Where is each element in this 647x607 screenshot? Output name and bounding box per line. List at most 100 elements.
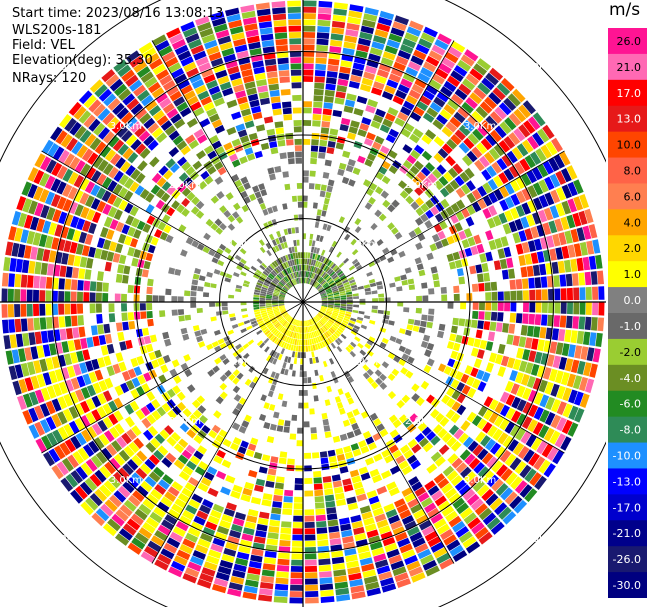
velocity-gate [156, 177, 167, 188]
velocity-gate [326, 507, 337, 515]
velocity-gate [264, 58, 277, 66]
velocity-gate [288, 330, 292, 337]
velocity-gate [316, 284, 322, 290]
velocity-gate [304, 271, 306, 277]
velocity-gate [592, 348, 601, 363]
velocity-gate [279, 308, 286, 311]
colorbar: 26.021.017.013.010.08.06.04.02.01.00.0-1… [608, 28, 647, 598]
velocity-gate [304, 509, 315, 516]
velocity-gate [361, 563, 375, 572]
velocity-gate [528, 452, 540, 467]
velocity-gate [328, 525, 340, 533]
velocity-gate [211, 341, 219, 348]
ring-label: 4.0Km [51, 62, 83, 73]
velocity-gate [273, 291, 280, 295]
velocity-gate [177, 296, 184, 302]
velocity-gate [543, 207, 554, 221]
velocity-gate [327, 179, 335, 187]
velocity-gate [496, 82, 511, 96]
velocity-gate [281, 270, 286, 277]
velocity-gate [328, 246, 334, 253]
velocity-gate [502, 323, 509, 333]
velocity-gate [164, 125, 176, 136]
velocity-gate [248, 41, 261, 50]
velocity-gate [311, 139, 319, 146]
velocity-gate [210, 509, 222, 519]
velocity-gate [60, 226, 70, 239]
velocity-gate [315, 502, 325, 509]
velocity-gate [24, 377, 34, 392]
velocity-gate [483, 272, 491, 282]
velocity-gate [404, 32, 419, 43]
velocity-gate [345, 554, 358, 563]
velocity-gate [334, 320, 341, 326]
azimuth-spoke [151, 301, 304, 564]
velocity-gate [532, 377, 542, 391]
velocity-gate [191, 399, 201, 409]
velocity-gate [513, 499, 528, 514]
velocity-gate [271, 261, 277, 268]
velocity-gate [151, 410, 162, 421]
velocity-gate [11, 242, 20, 257]
velocity-gate [225, 192, 234, 201]
velocity-gate [459, 449, 471, 461]
velocity-gate [458, 83, 472, 96]
velocity-gate [123, 499, 137, 512]
velocity-gate [48, 222, 58, 236]
velocity-gate [323, 265, 329, 272]
velocity-gate [32, 232, 42, 246]
velocity-gate [182, 465, 194, 476]
velocity-gate [162, 354, 171, 364]
velocity-gate [277, 558, 290, 566]
velocity-gate [279, 294, 285, 298]
velocity-gate [588, 255, 597, 270]
velocity-gate [538, 209, 548, 223]
velocity-gate [436, 523, 451, 535]
velocity-gate [208, 51, 222, 62]
ring-label: 3.0Km [110, 121, 142, 132]
velocity-gate [160, 364, 169, 374]
velocity-gate [285, 343, 290, 350]
velocity-gate [297, 195, 303, 202]
velocity-gate [33, 317, 41, 331]
velocity-gate [181, 208, 190, 217]
velocity-gate [576, 330, 585, 345]
velocity-gate [304, 320, 306, 327]
velocity-gate [134, 276, 142, 285]
velocity-gate [283, 241, 288, 249]
velocity-gate [291, 259, 295, 266]
velocity-gate [397, 84, 410, 94]
velocity-gate [339, 517, 350, 525]
velocity-gate [303, 25, 316, 32]
velocity-gate [84, 133, 97, 147]
velocity-gate [272, 501, 282, 508]
velocity-gate [350, 514, 362, 523]
velocity-gate [331, 325, 337, 331]
velocity-gate [269, 349, 275, 357]
velocity-gate [516, 399, 527, 412]
velocity-gate [260, 142, 270, 151]
velocity-gate [306, 265, 309, 271]
velocity-gate [387, 149, 398, 159]
velocity-gate [201, 425, 211, 434]
velocity-gate [477, 320, 484, 330]
velocity-gate [45, 290, 52, 302]
velocity-gate [303, 13, 316, 20]
velocity-gate [510, 476, 523, 490]
velocity-gate [285, 254, 290, 261]
velocity-gate [121, 69, 135, 82]
velocity-gate [329, 281, 336, 287]
velocity-gate [211, 583, 227, 594]
velocity-gate [317, 539, 329, 547]
velocity-gate [135, 172, 146, 184]
velocity-gate [67, 340, 76, 352]
velocity-gate [336, 317, 343, 322]
velocity-gate [288, 25, 301, 32]
velocity-gate [584, 271, 592, 286]
velocity-gate [347, 158, 356, 167]
velocity-gate [193, 128, 205, 139]
velocity-gate [104, 333, 113, 344]
velocity-gate [522, 387, 532, 400]
velocity-gate [357, 545, 370, 554]
velocity-gate [402, 144, 413, 154]
